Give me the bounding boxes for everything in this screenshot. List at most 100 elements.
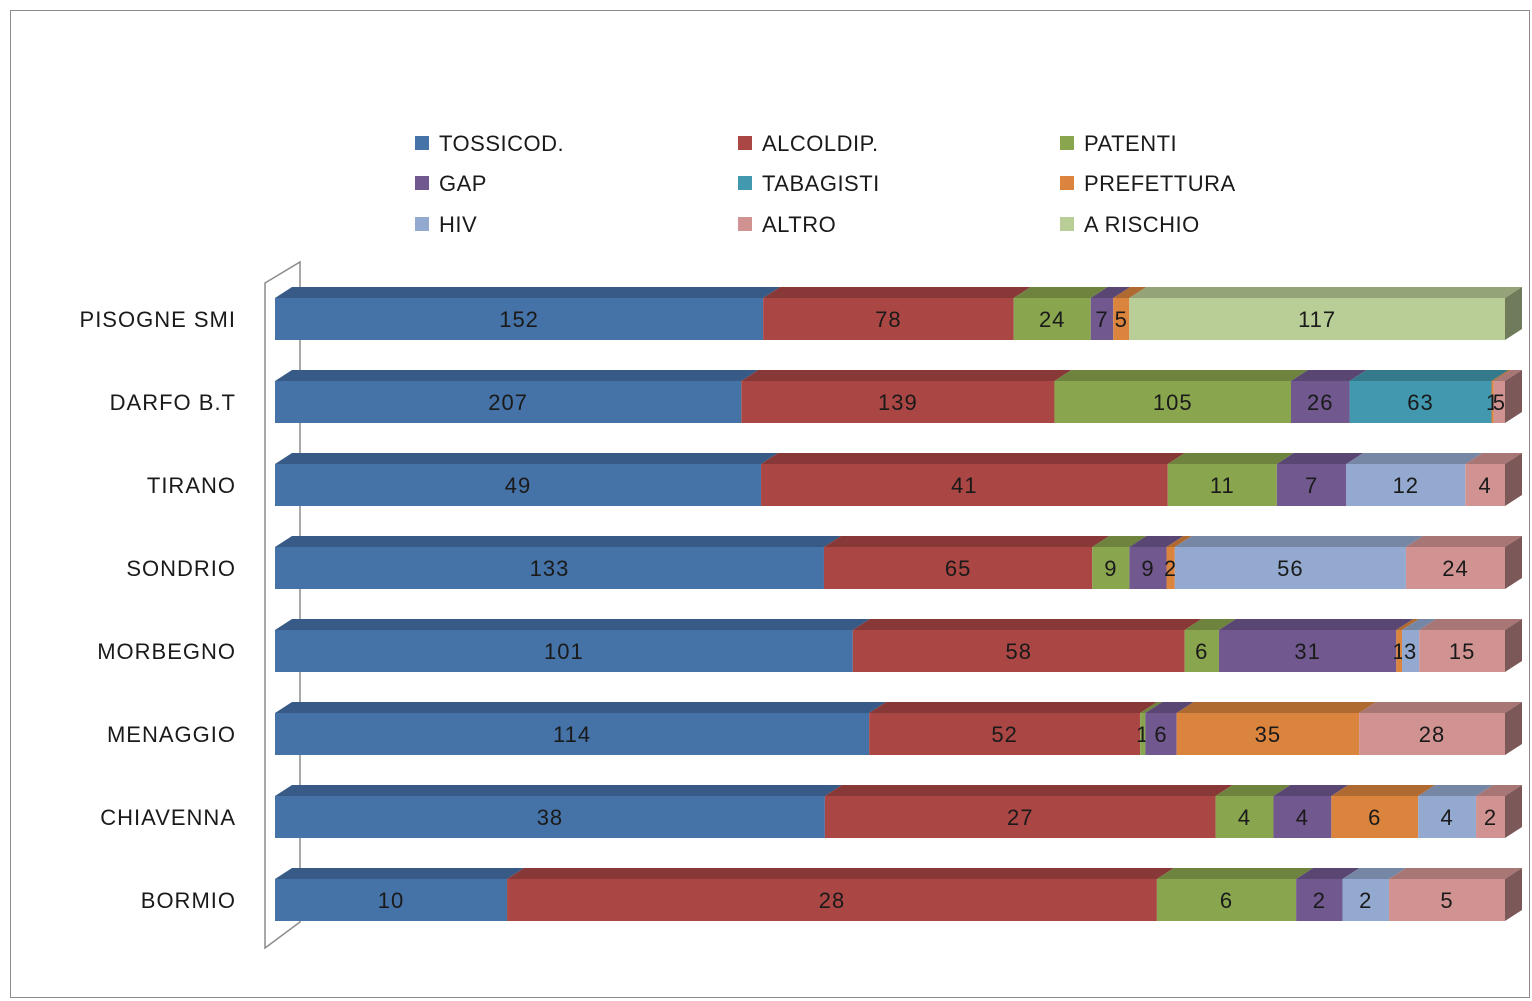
bar-front-face xyxy=(1493,381,1505,423)
legend-swatch xyxy=(415,136,429,150)
data-label: 2 xyxy=(1164,556,1177,581)
bar-segment: 28 xyxy=(507,868,1174,921)
bar-top-face xyxy=(1273,785,1349,796)
bar-end-face xyxy=(1505,619,1522,672)
legend-swatch xyxy=(415,217,429,231)
data-label: 2 xyxy=(1484,805,1497,830)
bar-front-face xyxy=(1296,879,1343,921)
bar-segment: 52 xyxy=(869,702,1158,755)
data-label: 7 xyxy=(1095,307,1108,332)
category-label: TIRANO xyxy=(147,473,236,498)
legend-swatch xyxy=(1060,217,1074,231)
legend-item: TOSSICOD. xyxy=(415,131,564,156)
bar-segment: 105 xyxy=(1054,370,1308,423)
data-label: 114 xyxy=(553,722,591,747)
bar-front-face xyxy=(1140,713,1146,755)
legend: TOSSICOD. ALCOLDIP. PATENTI GAP TABAGISTI PRE… xyxy=(415,131,1235,237)
bar-end-face xyxy=(1505,868,1522,921)
bar-segment: 114 xyxy=(275,702,887,755)
bar-top-face xyxy=(275,785,842,796)
category-label: MENAGGIO xyxy=(107,722,236,747)
category-label: MORBEGNO xyxy=(97,639,236,664)
bar-front-face xyxy=(1346,464,1466,506)
bar-front-face xyxy=(275,547,824,589)
data-label: 52 xyxy=(991,722,1017,747)
data-label: 2 xyxy=(1313,888,1326,913)
legend-label: TABAGISTI xyxy=(762,171,880,196)
data-label: 6 xyxy=(1154,722,1167,747)
bar-top-face xyxy=(1215,785,1291,796)
legend-item: PATENTI xyxy=(1060,131,1177,156)
data-label: 28 xyxy=(1419,722,1445,747)
bar-segment: 41 xyxy=(761,453,1185,506)
bar-front-face xyxy=(1290,381,1350,423)
data-label: 31 xyxy=(1294,639,1320,664)
bar-front-face xyxy=(823,547,1093,589)
bar-front-face xyxy=(1129,298,1505,340)
bar-row: 49 41 11 7 12 4 xyxy=(275,453,1522,506)
bar-front-face xyxy=(824,796,1216,838)
legend-label: PATENTI xyxy=(1084,131,1177,156)
bar-top-face xyxy=(275,868,525,879)
data-label: 117 xyxy=(1298,307,1336,332)
bar-top-face xyxy=(275,370,759,381)
bar-front-face xyxy=(1092,547,1130,589)
bar-segment: 9 xyxy=(1092,536,1147,589)
bar-segment: 2 xyxy=(1296,868,1360,921)
legend-label: TOSSICOD. xyxy=(439,131,564,156)
bar-front-face xyxy=(852,630,1185,672)
bar-segment: 7 xyxy=(1276,453,1364,506)
bar-top-face xyxy=(869,702,1158,713)
data-label: 133 xyxy=(530,556,570,581)
bar-front-face xyxy=(1184,630,1219,672)
category-label: CHIAVENNA xyxy=(100,805,236,830)
bar-top-face xyxy=(1476,785,1522,796)
bar-top-face xyxy=(741,370,1072,381)
bar-front-face xyxy=(1054,381,1291,423)
bar-top-face xyxy=(1296,868,1360,879)
data-label: 4 xyxy=(1440,805,1453,830)
data-label: 105 xyxy=(1153,390,1193,415)
category-labels: PISOGNE SMI DARFO B.T TIRANO SONDRIO MORBEGN… xyxy=(80,307,236,913)
data-label: 58 xyxy=(1005,639,1031,664)
data-label: 38 xyxy=(537,805,563,830)
bar-segment: 35 xyxy=(1176,702,1377,755)
data-label: 4 xyxy=(1296,805,1309,830)
bar-top-face xyxy=(1090,287,1131,298)
legend-label: A RISCHIO xyxy=(1084,212,1200,237)
data-label: 63 xyxy=(1407,390,1433,415)
bar-segment: 78 xyxy=(763,287,1031,340)
bar-row: 133 65 9 9 2 56 24 xyxy=(275,536,1522,589)
bar-front-face xyxy=(1359,713,1505,755)
bar-front-face xyxy=(1331,796,1419,838)
bar-segment: 58 xyxy=(852,619,1202,672)
data-label: 9 xyxy=(1141,556,1154,581)
bar-front-face xyxy=(1476,796,1505,838)
bar-segment: 31 xyxy=(1218,619,1414,672)
bar-top-face xyxy=(1176,702,1377,713)
bar-end-face xyxy=(1505,287,1522,340)
bar-front-face xyxy=(1167,464,1277,506)
bar-front-face xyxy=(869,713,1141,755)
category-label: PISOGNE SMI xyxy=(80,307,236,332)
legend-item: TABAGISTI xyxy=(738,171,880,196)
bar-front-face xyxy=(763,298,1014,340)
bar-segment: 5 xyxy=(1493,370,1522,423)
bar-segment: 7 xyxy=(1090,287,1131,340)
category-label: BORMIO xyxy=(141,888,236,913)
bar-end-face xyxy=(1505,702,1522,755)
bar-top-face xyxy=(1174,536,1423,547)
bar-front-face xyxy=(1090,298,1114,340)
bar-top-face xyxy=(1129,287,1522,298)
bar-segment: 56 xyxy=(1174,536,1423,589)
bar-segment: 24 xyxy=(1405,536,1522,589)
bar-segment: 152 xyxy=(275,287,781,340)
legend-label: GAP xyxy=(439,171,487,196)
data-label: 152 xyxy=(499,307,539,332)
legend-label: ALTRO xyxy=(762,212,836,237)
data-label: 27 xyxy=(1007,805,1033,830)
data-label: 7 xyxy=(1305,473,1318,498)
bar-segment: 5 xyxy=(1113,287,1147,340)
data-label: 56 xyxy=(1277,556,1303,581)
bar-segment: 27 xyxy=(824,785,1233,838)
